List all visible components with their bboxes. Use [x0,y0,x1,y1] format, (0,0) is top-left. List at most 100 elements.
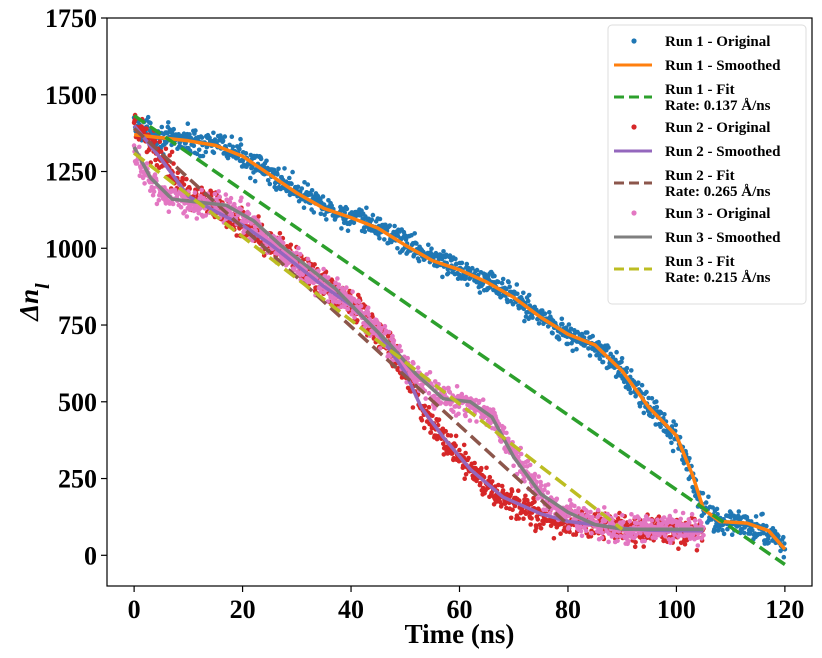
data-point [516,454,521,460]
data-point [514,282,520,287]
data-point [588,509,593,515]
data-point [580,512,585,517]
data-point [506,279,511,285]
data-point [194,216,200,221]
data-point [542,487,547,493]
data-point [551,536,557,541]
data-point [636,516,642,521]
data-point [590,333,595,339]
data-point [151,185,156,191]
data-point [463,413,468,419]
legend-label-rate: Rate: 0.215 Å/ns [665,270,771,286]
data-point [578,528,584,534]
data-point [753,514,759,519]
data-point [685,533,690,538]
data-point [584,508,589,514]
data-point [596,339,601,345]
data-point [196,147,202,153]
data-point [148,188,153,193]
data-point [301,205,307,210]
data-point [672,532,677,537]
data-point [230,144,236,150]
data-point [565,341,571,347]
data-point [689,511,695,517]
data-point [145,114,151,120]
data-point [639,382,645,388]
data-point [586,346,591,351]
data-point [252,178,258,184]
data-point [463,274,469,279]
data-point [492,273,497,279]
data-point [678,516,683,522]
legend: Run 1 - Original Run 1 - Smoothed Run 1 - … [607,24,807,305]
data-point [185,121,191,126]
data-point [358,303,364,309]
data-point [290,169,295,175]
data-point [472,460,477,466]
data-point [477,398,482,404]
data-point [547,510,553,516]
data-point [298,251,303,257]
data-point [436,417,442,423]
data-point [545,482,551,487]
data-point [615,538,620,544]
axes-layer: 0 20 40 60 80 100 120 0 250 500 750 1000 1250 1500 175… [45,4,804,624]
data-point [526,292,532,298]
data-point [199,135,205,140]
data-point [134,161,140,166]
data-point [428,430,434,435]
data-point [137,144,142,150]
data-point [772,528,778,534]
data-point [540,308,545,313]
data-point [521,516,526,521]
data-point [610,354,616,360]
legend-marker [631,124,637,130]
data-point [567,497,573,503]
data-point [152,172,158,177]
data-point [680,510,686,516]
data-point [309,188,315,193]
data-point [480,397,486,403]
data-point [670,536,676,542]
data-point [426,242,431,248]
data-point [531,495,536,501]
data-point [598,527,604,532]
data-point [741,530,747,536]
data-point [148,120,153,126]
data-point [366,312,372,318]
data-point [429,246,434,251]
data-point [673,508,678,514]
data-point [441,441,446,447]
legend-item-run-1-smoothed: Run 1 - Smoothed [614,58,781,74]
data-point [534,525,539,531]
legend-item-run-1-original: Run 1 - Original [631,34,770,50]
run-3-smoothed-line [132,146,704,531]
data-point [362,229,368,234]
data-point [489,479,495,484]
data-point [490,407,496,412]
data-point [466,455,471,461]
data-point [662,412,667,417]
data-point [412,231,418,236]
data-point [355,318,360,323]
data-point [178,204,184,210]
data-point [275,172,280,177]
data-point [305,182,311,187]
data-point [311,210,317,215]
data-point [619,359,624,365]
data-point [736,509,742,514]
data-point [144,126,149,131]
data-point [530,315,535,320]
data-point [441,249,446,254]
data-point [566,525,571,530]
data-point [516,488,521,494]
data-point [633,540,638,545]
data-point [614,349,619,355]
data-point [509,488,515,494]
data-point [686,517,692,522]
run-2-fit-series [132,127,570,526]
data-point [627,518,633,524]
data-point [416,258,422,264]
